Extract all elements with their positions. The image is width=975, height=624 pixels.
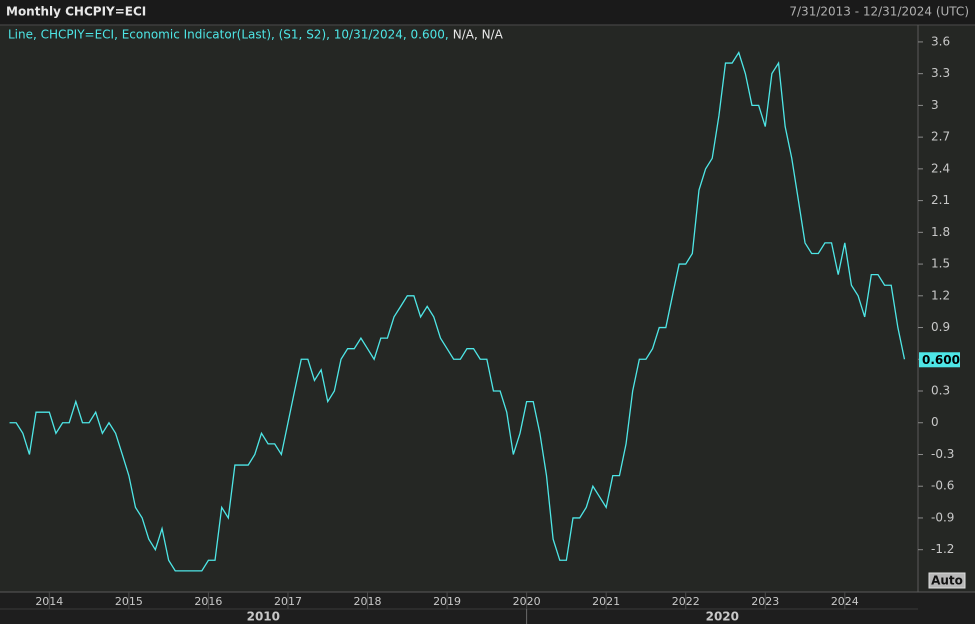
x-tick-label: 2021: [592, 595, 620, 608]
auto-button-box[interactable]: [928, 572, 966, 589]
x-tick-label: 2014: [35, 595, 63, 608]
date-range: 7/31/2013 - 12/31/2024 (UTC): [789, 5, 969, 19]
last-value-label: 0.600: [922, 353, 960, 367]
y-tick-label: -1.2: [931, 542, 954, 556]
y-tick-label: 1.5: [931, 257, 950, 271]
y-tick-label: 3: [931, 98, 939, 112]
x-tick-label: 2023: [751, 595, 779, 608]
last-value-box: [919, 352, 960, 368]
header-bar: [0, 0, 975, 24]
y-tick-label: 2.7: [931, 130, 950, 144]
x-tick-label: 2020: [513, 595, 541, 608]
plot-area: [0, 25, 918, 592]
decade-label: 2010: [247, 610, 280, 624]
y-tick-label: 3.6: [931, 34, 950, 48]
data-line: [9, 50, 906, 572]
auto-button-label[interactable]: Auto: [931, 574, 963, 588]
y-tick-label: 1.2: [931, 288, 950, 302]
legend-text: N/A, N/A: [453, 28, 504, 42]
y-tick-label: 3.3: [931, 66, 950, 80]
y-tick-label: 2.1: [931, 193, 950, 207]
legend-text: Line, CHCPIY=ECI, Economic Indicator(Las…: [8, 28, 449, 42]
x-tick-label: 2015: [115, 595, 143, 608]
x-tick-label: 2016: [194, 595, 222, 608]
decade-label: 2020: [706, 610, 739, 624]
y-tick-label: -0.3: [931, 447, 954, 461]
x-tick-label: 2017: [274, 595, 302, 608]
chart-title: Monthly CHCPIY=ECI: [6, 5, 146, 19]
x-tick-label: 2018: [354, 595, 382, 608]
y-tick-label: -0.9: [931, 510, 954, 524]
x-tick-label: 2022: [672, 595, 700, 608]
auto-button[interactable]: Auto: [928, 572, 966, 589]
y-axis-area: [918, 25, 975, 592]
y-tick-label: 0: [931, 415, 939, 429]
y-tick-label: 0.9: [931, 320, 950, 334]
x-tick-label: 2024: [831, 595, 859, 608]
y-tick-label: 2.4: [931, 161, 950, 175]
y-tick-label: 0.3: [931, 384, 950, 398]
x-tick-label: 2019: [433, 595, 461, 608]
y-tick-label: -0.6: [931, 479, 954, 493]
y-tick-label: 1.8: [931, 225, 950, 239]
